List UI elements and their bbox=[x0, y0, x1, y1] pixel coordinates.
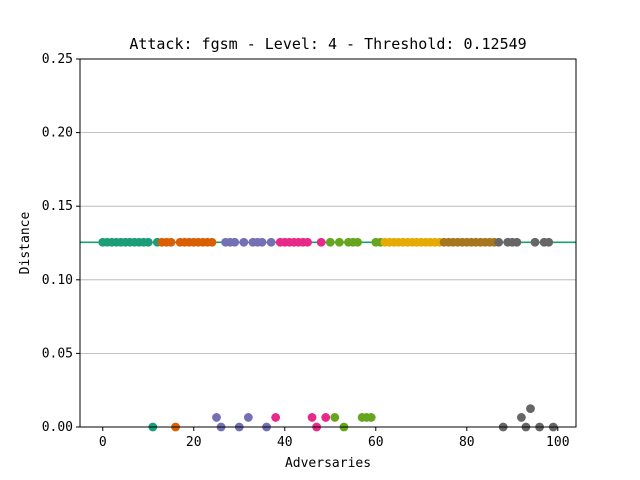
data-point bbox=[316, 237, 326, 247]
data-point bbox=[257, 237, 267, 247]
x-axis-label: Adversaries bbox=[285, 456, 371, 471]
x-tick-label: 100 bbox=[546, 435, 569, 450]
y-tick-label: 0.25 bbox=[42, 52, 73, 67]
grid bbox=[80, 58, 576, 354]
data-point bbox=[334, 237, 344, 247]
data-point bbox=[353, 237, 362, 247]
data-point bbox=[307, 413, 317, 422]
data-point bbox=[266, 237, 276, 247]
x-tick-label: 0 bbox=[99, 435, 107, 450]
y-axis-label: Distance bbox=[18, 212, 33, 275]
data-point bbox=[239, 237, 249, 247]
data-point bbox=[230, 237, 240, 247]
data-point bbox=[366, 413, 376, 422]
x-tick-label: 80 bbox=[459, 435, 475, 450]
y-tick-label: 0.05 bbox=[42, 346, 73, 361]
y-tick-label: 0.10 bbox=[42, 273, 73, 288]
y-tick-label: 0.15 bbox=[42, 199, 73, 214]
data-point bbox=[530, 237, 540, 247]
y-tick-label: 0.00 bbox=[42, 420, 73, 435]
y-tick-label: 0.20 bbox=[42, 126, 73, 141]
data-point bbox=[325, 237, 335, 247]
data-point bbox=[166, 237, 176, 247]
data-point bbox=[516, 413, 526, 422]
data-point bbox=[512, 237, 522, 247]
data-point bbox=[494, 237, 504, 247]
data-point bbox=[526, 404, 535, 413]
axes-frame bbox=[79, 58, 577, 428]
x-tick-label: 20 bbox=[186, 435, 202, 450]
data-point bbox=[207, 237, 217, 247]
data-point bbox=[321, 413, 331, 422]
chart-title: Attack: fgsm - Level: 4 - Threshold: 0.1… bbox=[129, 35, 526, 53]
data-point bbox=[271, 413, 281, 422]
data-point bbox=[243, 413, 253, 422]
data-point bbox=[212, 413, 221, 422]
x-tick-label: 60 bbox=[368, 435, 384, 450]
x-axis-ticks: 0 20 40 60 80 100 bbox=[99, 427, 570, 450]
data-point bbox=[303, 237, 312, 247]
data-point bbox=[143, 237, 153, 247]
data-point bbox=[330, 413, 340, 422]
data-points bbox=[98, 237, 558, 432]
y-axis-ticks: 0.00 0.05 0.10 0.15 0.20 0.25 bbox=[42, 52, 80, 435]
data-point bbox=[544, 237, 554, 247]
x-tick-label: 40 bbox=[277, 435, 293, 450]
